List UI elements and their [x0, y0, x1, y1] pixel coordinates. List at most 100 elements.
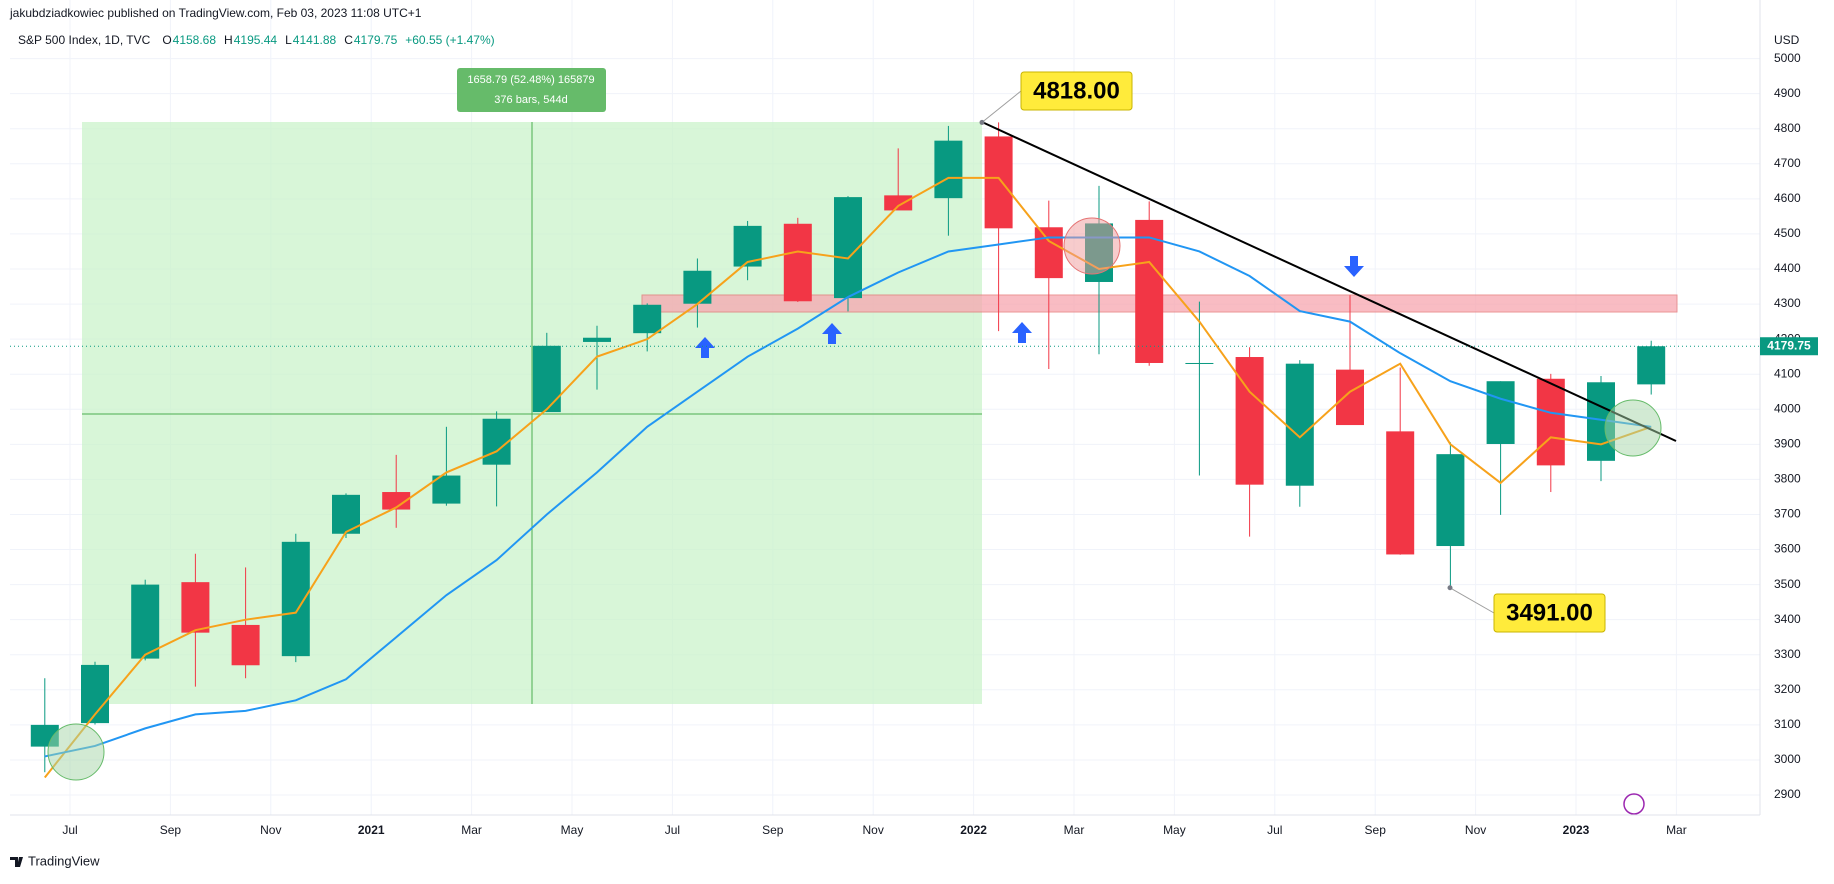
y-tick-label: 3700 — [1774, 507, 1801, 521]
candle-body — [1285, 363, 1314, 486]
annotation-label: 4818.00 — [1033, 77, 1120, 104]
measure-label: 1658.79 (52.48%) 165879 — [467, 74, 594, 86]
last-price-box — [1760, 337, 1818, 356]
candle-body — [1034, 227, 1063, 279]
x-tick-label: 2021 — [358, 823, 385, 837]
candle-body — [1386, 431, 1415, 555]
annotation-box — [1493, 593, 1606, 633]
candle-body — [1436, 454, 1465, 547]
candle-body — [884, 195, 913, 211]
trend-line — [981, 121, 1677, 442]
x-tick-label: 2022 — [960, 823, 987, 837]
measure-label-box — [457, 68, 606, 112]
cross-circle — [47, 723, 105, 781]
x-tick-label: Sep — [762, 823, 784, 837]
annotation-box — [1020, 71, 1133, 111]
x-tick-label: Nov — [1465, 823, 1486, 837]
candle-body — [1135, 219, 1164, 363]
candle-body — [482, 418, 511, 465]
annotation-point — [1447, 585, 1453, 591]
arrows — [695, 256, 1364, 358]
candle-body — [683, 270, 712, 304]
x-tick-label: Sep — [1365, 823, 1387, 837]
candle-body — [1637, 346, 1666, 385]
ohlc-value: 4179.75 — [354, 33, 398, 47]
y-tick-label: 3300 — [1774, 647, 1801, 661]
ohlc-label: L — [285, 33, 292, 47]
candle-body — [1336, 369, 1364, 426]
header: S&P 500 Index, 1D, TVC O 4158.68 H 4195.44 L 4… — [18, 33, 495, 47]
candle-body — [1486, 381, 1515, 444]
y-tick-label: 3500 — [1774, 577, 1801, 591]
x-tick-label: Nov — [863, 823, 884, 837]
ohlc-value: 4141.88 — [293, 33, 337, 47]
ohlc-label: O — [162, 33, 171, 47]
y-unit: USD — [1774, 33, 1800, 47]
ohlc-value: 4195.44 — [234, 33, 278, 47]
logo — [10, 857, 23, 867]
cross-circle — [1604, 399, 1662, 457]
candle-body — [783, 223, 812, 302]
annotation-leader — [1449, 587, 1495, 614]
candle-body — [583, 337, 611, 342]
candle-body — [281, 541, 310, 657]
last-price-label: 4179.75 — [1767, 338, 1811, 352]
annotation-leader — [981, 90, 1022, 123]
x-tick-label: 2023 — [1563, 823, 1590, 837]
y-tick-label: 4300 — [1774, 296, 1801, 310]
y-tick-label: 3200 — [1774, 682, 1801, 696]
y-tick-label: 4000 — [1774, 401, 1801, 415]
candle-body — [181, 582, 210, 633]
moving-average — [44, 236, 1652, 758]
arrow-up — [822, 323, 842, 344]
candle-body — [1185, 362, 1214, 364]
candle-body — [633, 304, 662, 334]
candle-body — [1536, 378, 1565, 466]
x-tick-label: Mar — [1666, 823, 1687, 837]
x-tick-label: Jul — [1267, 823, 1282, 837]
x-tick-label: Jul — [665, 823, 680, 837]
x-tick-label: May — [1163, 823, 1186, 837]
y-tick-label: 4600 — [1774, 191, 1801, 205]
y-tick-label: 3600 — [1774, 542, 1801, 556]
candle-body — [231, 624, 260, 666]
candle-body — [1235, 357, 1264, 485]
change: +60.55 (+1.47%) — [405, 33, 494, 47]
y-tick-label: 4400 — [1774, 261, 1801, 275]
cross-circle — [1063, 217, 1121, 275]
candle-body — [432, 475, 461, 504]
candle-body — [382, 492, 411, 510]
candle-body — [532, 345, 561, 413]
y-tick-label: 3800 — [1774, 472, 1801, 486]
moving-average — [44, 176, 1652, 779]
y-tick-label: 4800 — [1774, 121, 1801, 135]
y-tick-label: 3400 — [1774, 612, 1801, 626]
measure-label: 376 bars, 544d — [494, 94, 567, 106]
x-tick-label: Jul — [62, 823, 77, 837]
annotation-point — [979, 119, 985, 125]
x-tick-label: Mar — [461, 823, 482, 837]
plot — [30, 122, 1666, 779]
y-tick-label: 4900 — [1774, 86, 1801, 100]
y-tick-label: 4100 — [1774, 366, 1801, 380]
symbol: S&P 500 Index, 1D, TVC — [18, 33, 151, 47]
y-tick-label: 4500 — [1774, 226, 1801, 240]
y-tick-label: 3000 — [1774, 752, 1801, 766]
y-tick-label: 5000 — [1774, 51, 1801, 65]
x-tick-label: Nov — [260, 823, 281, 837]
ohlc-label: H — [224, 33, 233, 47]
arrow-down — [1344, 256, 1364, 277]
candle-body — [984, 136, 1013, 229]
arrow-up — [1012, 322, 1032, 343]
branding: TradingView — [28, 853, 100, 868]
arrow-up — [695, 337, 715, 358]
ohlc-label: C — [344, 33, 353, 47]
event-icon — [1623, 793, 1645, 815]
y-tick-label: 3100 — [1774, 717, 1801, 731]
y-tick-label: 4700 — [1774, 156, 1801, 170]
candle-body — [131, 584, 160, 659]
candle-body — [934, 140, 963, 199]
y-tick-label: 3900 — [1774, 437, 1801, 451]
